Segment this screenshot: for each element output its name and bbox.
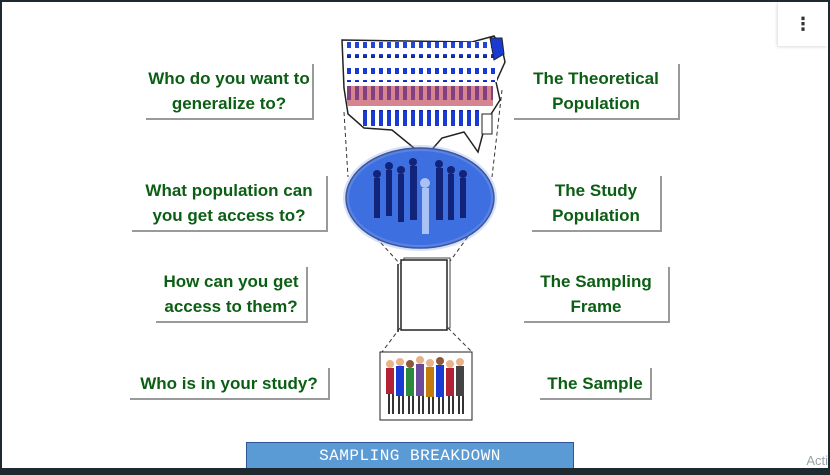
question-get-access: How can you get access to them?: [156, 267, 308, 323]
sampling-illustration: [341, 35, 506, 421]
question-who-in-study: Who is in your study?: [130, 368, 330, 400]
sample-people-icon: [379, 351, 473, 421]
more-options-button[interactable]: ⋮: [778, 2, 828, 46]
stage-sample-text: The Sample: [547, 373, 643, 393]
document-stack-icon: [397, 257, 451, 332]
question-who-in-study-text: Who is in your study?: [140, 373, 318, 393]
stage-study-population: The Study Population: [532, 176, 662, 232]
stage-sampling-frame: The Sampling Frame: [524, 267, 670, 323]
banner-text: SAMPLING BREAKDOWN: [319, 447, 501, 465]
stage-study-population-text: The Study Population: [552, 181, 640, 225]
slide: Who do you want to generalize to? What p…: [2, 2, 828, 468]
question-generalize: Who do you want to generalize to?: [146, 64, 314, 120]
question-get-access-text: How can you get access to them?: [163, 272, 299, 316]
stage-sample: The Sample: [540, 368, 652, 400]
usa-map-icon: [341, 35, 506, 155]
stage-sampling-frame-text: The Sampling Frame: [540, 272, 652, 316]
question-generalize-text: Who do you want to generalize to?: [148, 69, 310, 113]
watermark-text: Acti: [806, 453, 828, 468]
more-vert-icon: ⋮: [794, 13, 812, 34]
stage-theoretical-population: The Theoretical Population: [514, 64, 680, 120]
people-crowd-icon: [343, 145, 497, 251]
question-access-population: What population can you get access to?: [132, 176, 328, 232]
question-access-population-text: What population can you get access to?: [145, 181, 313, 225]
stage-theoretical-population-text: The Theoretical Population: [533, 69, 659, 113]
sampling-breakdown-banner: SAMPLING BREAKDOWN: [246, 442, 574, 468]
